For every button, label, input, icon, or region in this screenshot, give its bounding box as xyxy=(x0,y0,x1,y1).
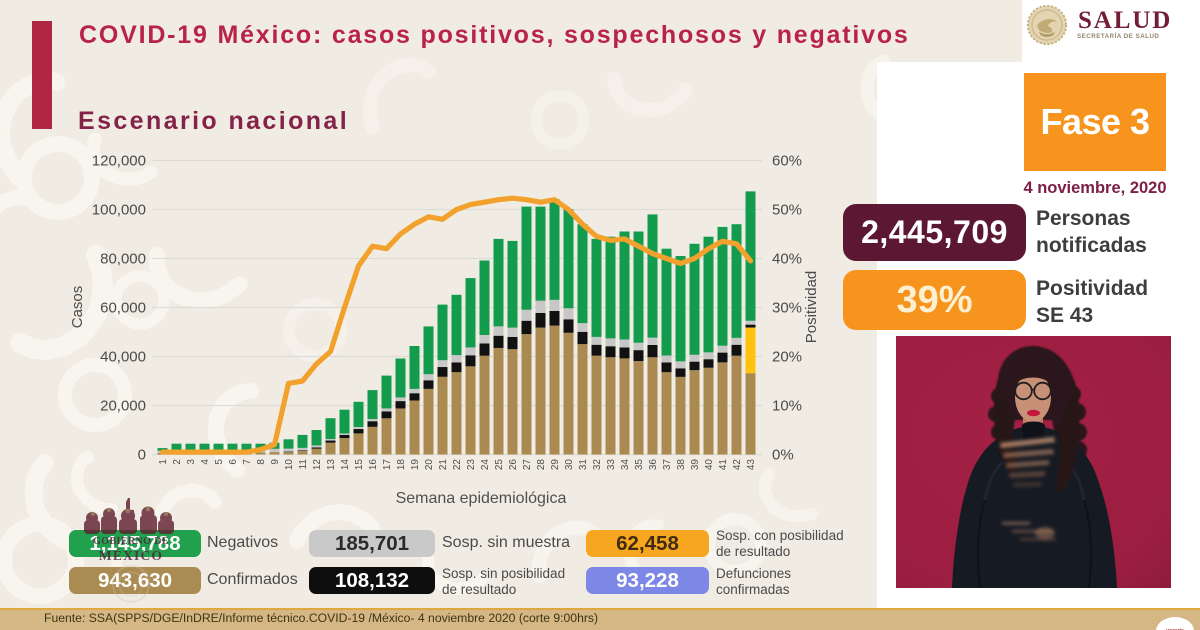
svg-text:0%: 0% xyxy=(772,447,794,464)
svg-text:100,000: 100,000 xyxy=(92,202,146,219)
svg-text:42: 42 xyxy=(732,459,743,471)
svg-text:28: 28 xyxy=(536,459,547,471)
svg-text:32: 32 xyxy=(592,459,603,471)
svg-text:25: 25 xyxy=(494,459,505,471)
svg-text:40: 40 xyxy=(704,459,715,471)
svg-text:36: 36 xyxy=(648,459,659,471)
svg-text:30: 30 xyxy=(564,459,575,471)
svg-text:3: 3 xyxy=(186,459,197,465)
svg-text:MÉXICO: MÉXICO xyxy=(99,548,163,563)
svg-text:38: 38 xyxy=(676,459,687,471)
svg-text:19: 19 xyxy=(410,459,421,471)
svg-text:5: 5 xyxy=(214,459,225,465)
svg-text:60,000: 60,000 xyxy=(100,300,146,317)
svg-text:39: 39 xyxy=(690,459,701,471)
svg-text:10%: 10% xyxy=(772,398,802,415)
svg-text:29: 29 xyxy=(550,459,561,471)
svg-text:Semana epidemiológica: Semana epidemiológica xyxy=(396,490,567,507)
svg-text:0: 0 xyxy=(138,447,146,464)
svg-text:18: 18 xyxy=(396,459,407,471)
svg-text:22: 22 xyxy=(452,459,463,471)
svg-text:27: 27 xyxy=(522,459,533,471)
svg-text:43: 43 xyxy=(746,459,757,471)
svg-text:21: 21 xyxy=(438,459,449,471)
svg-text:35: 35 xyxy=(634,459,645,471)
svg-text:8: 8 xyxy=(256,459,267,465)
svg-text:40%: 40% xyxy=(772,251,802,268)
svg-text:41: 41 xyxy=(718,459,729,471)
svg-text:16: 16 xyxy=(368,459,379,471)
svg-text:9: 9 xyxy=(270,459,281,465)
svg-text:6: 6 xyxy=(228,459,239,465)
svg-text:30%: 30% xyxy=(772,300,802,317)
svg-text:7: 7 xyxy=(242,459,253,465)
svg-text:20: 20 xyxy=(424,459,435,471)
svg-text:20%: 20% xyxy=(772,349,802,366)
svg-text:13: 13 xyxy=(326,459,337,471)
svg-text:12: 12 xyxy=(312,459,323,471)
svg-text:80,000: 80,000 xyxy=(100,251,146,268)
svg-text:26: 26 xyxy=(508,459,519,471)
svg-text:33: 33 xyxy=(606,459,617,471)
svg-text:4: 4 xyxy=(200,459,211,465)
svg-text:10: 10 xyxy=(284,459,295,471)
svg-text:31: 31 xyxy=(578,459,589,471)
svg-text:60%: 60% xyxy=(772,153,802,170)
svg-text:1: 1 xyxy=(158,459,169,465)
svg-text:14: 14 xyxy=(340,459,351,471)
svg-text:Casos: Casos xyxy=(69,286,86,329)
svg-text:23: 23 xyxy=(466,459,477,471)
svg-text:GOBIERNO DE: GOBIERNO DE xyxy=(93,536,169,547)
svg-text:24: 24 xyxy=(480,459,491,471)
svg-text:50%: 50% xyxy=(772,202,802,219)
svg-text:Positividad: Positividad xyxy=(803,271,820,344)
svg-text:17: 17 xyxy=(382,459,393,471)
svg-text:37: 37 xyxy=(662,459,673,471)
svg-text:11: 11 xyxy=(298,459,309,470)
svg-text:120,000: 120,000 xyxy=(92,153,146,170)
svg-text:20,000: 20,000 xyxy=(100,398,146,415)
svg-text:15: 15 xyxy=(354,459,365,471)
svg-text:40,000: 40,000 xyxy=(100,349,146,366)
svg-text:2: 2 xyxy=(172,459,183,465)
svg-text:34: 34 xyxy=(620,459,631,471)
